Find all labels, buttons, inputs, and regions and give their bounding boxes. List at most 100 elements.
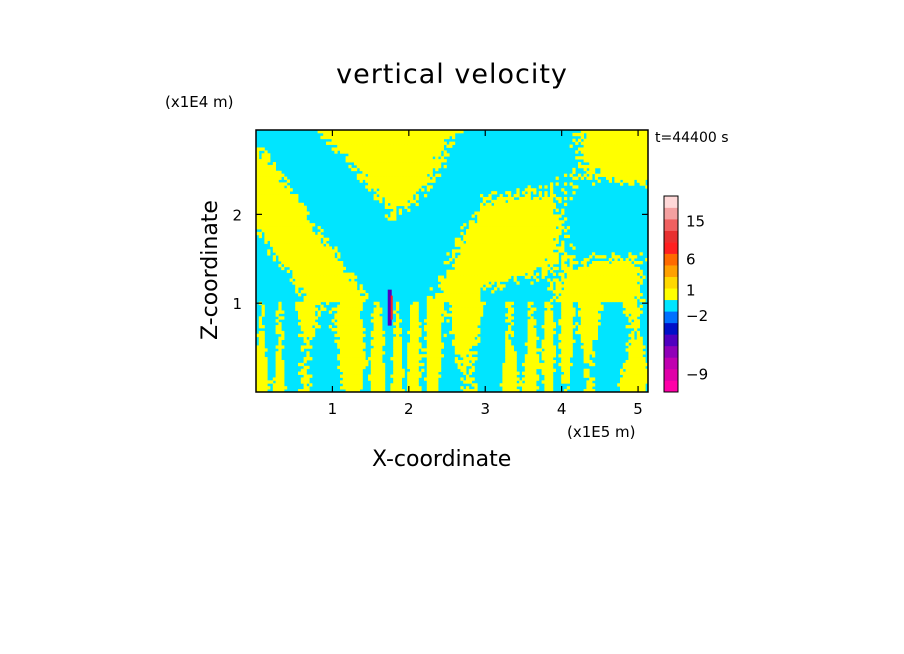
field-cell-positive: [463, 281, 467, 285]
field-cell-positive: [398, 162, 402, 166]
field-cell-positive: [639, 130, 643, 134]
field-cell-positive: [275, 234, 279, 239]
field-cell-positive: [578, 281, 582, 285]
field-cell-positive: [348, 348, 352, 352]
field-cell-positive: [592, 266, 596, 271]
field-cell-positive: [454, 348, 458, 352]
field-cell-positive: [561, 246, 565, 250]
field-cell-positive: [354, 281, 358, 285]
field-cell-positive: [597, 281, 601, 285]
field-cell-positive: [345, 272, 349, 276]
field-cell-positive: [547, 231, 551, 236]
field-cell-positive: [631, 132, 635, 137]
field-cell-positive: [292, 258, 296, 262]
field-cell-positive: [634, 319, 638, 323]
field-cell-positive: [404, 159, 408, 163]
field-cell-positive: [471, 266, 475, 271]
field-cell-positive: [272, 220, 276, 224]
field-cell-positive: [594, 316, 598, 320]
field-cell-positive: [527, 255, 531, 259]
field-cell-positive: [594, 266, 598, 271]
field-cell-positive: [491, 243, 495, 247]
field-cell-positive: [636, 138, 640, 143]
field-cell-positive: [538, 252, 542, 256]
field-cell-positive: [617, 138, 621, 143]
field-cell-positive: [527, 199, 531, 204]
field-cell-positive: [393, 130, 397, 134]
field-cell-positive: [342, 325, 346, 329]
field-cell-positive: [538, 348, 542, 352]
field-cell-positive: [376, 316, 380, 320]
field-cell-positive: [272, 226, 276, 230]
field-cell-positive: [289, 196, 293, 201]
field-cell-positive: [440, 275, 444, 279]
field-cell-positive: [636, 290, 640, 294]
field-cell-positive: [452, 287, 456, 291]
field-cell-positive: [393, 150, 397, 154]
field-cell-positive: [631, 182, 635, 186]
field-cell-positive: [482, 237, 486, 242]
field-cell-positive: [435, 330, 439, 335]
field-cell-positive: [594, 330, 598, 335]
field-cell-positive: [544, 226, 548, 230]
field-cell-positive: [566, 351, 570, 355]
field-cell-positive: [530, 252, 534, 256]
field-cell-positive: [300, 255, 304, 259]
field-cell-positive: [421, 188, 425, 192]
field-cell-positive: [303, 214, 307, 218]
field-cell-positive: [491, 231, 495, 236]
field-cell-positive: [379, 147, 383, 151]
field-cell-positive: [474, 290, 478, 294]
field-cell-positive: [393, 191, 397, 195]
field-cell-positive: [295, 269, 299, 274]
field-cell-positive: [564, 313, 568, 317]
field-cell-positive: [471, 237, 475, 242]
field-cell-positive: [561, 322, 565, 326]
field-cell-positive: [379, 164, 383, 169]
field-cell-positive: [482, 278, 486, 282]
field-cell-positive: [440, 281, 444, 285]
field-cell-positive: [334, 327, 338, 332]
field-cell-positive: [558, 319, 562, 323]
field-cell-positive: [519, 214, 523, 218]
field-cell-positive: [435, 138, 439, 143]
field-cell-positive: [303, 263, 307, 268]
field-cell-positive: [583, 342, 587, 346]
field-cell-positive: [499, 243, 503, 247]
field-cell-positive: [566, 234, 570, 239]
field-cell-positive: [300, 348, 304, 352]
field-cell-positive: [580, 135, 584, 140]
field-cell-positive: [354, 301, 358, 306]
field-cell-positive: [449, 269, 453, 274]
field-cell-positive: [516, 234, 520, 239]
field-cell-positive: [583, 263, 587, 268]
field-cell-positive: [527, 319, 531, 323]
field-cell-positive: [317, 293, 321, 297]
field-cell-positive: [354, 144, 358, 148]
field-cell-positive: [379, 333, 383, 338]
field-cell-positive: [466, 325, 470, 329]
field-cell-positive: [561, 293, 565, 297]
field-cell-positive: [522, 231, 526, 236]
field-cell-positive: [342, 304, 346, 308]
field-cell-positive: [326, 290, 330, 294]
field-cell-positive: [446, 287, 450, 291]
field-cell-positive: [412, 339, 416, 343]
field-cell-positive: [306, 258, 310, 262]
field-cell-positive: [298, 275, 302, 279]
field-cell-positive: [443, 313, 447, 317]
field-cell-positive: [505, 252, 509, 256]
field-cell-positive: [376, 150, 380, 154]
field-cell-positive: [331, 293, 335, 297]
field-cell-positive: [552, 228, 556, 233]
field-cell-positive: [424, 170, 428, 175]
field-cell-positive: [272, 182, 276, 186]
field-cell-positive: [412, 188, 416, 192]
field-cell-positive: [376, 319, 380, 323]
field-cell-positive: [468, 263, 472, 268]
field-cell-positive: [331, 261, 335, 265]
field-cell-positive: [312, 310, 316, 314]
field-cell-positive: [317, 266, 321, 271]
field-cell-positive: [295, 234, 299, 239]
field-cell-positive: [354, 319, 358, 323]
